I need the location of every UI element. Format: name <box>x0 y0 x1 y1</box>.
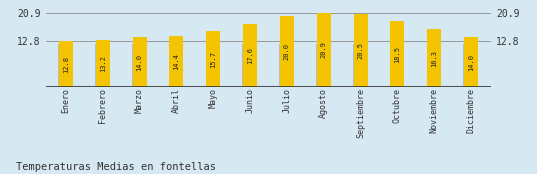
Bar <box>464 37 478 87</box>
Text: 12.8: 12.8 <box>63 56 69 73</box>
Bar <box>242 44 253 87</box>
Bar <box>317 13 331 87</box>
Bar <box>279 44 289 87</box>
Bar <box>390 44 400 87</box>
Text: 18.5: 18.5 <box>394 46 401 63</box>
Bar <box>243 24 257 87</box>
Bar <box>96 40 110 87</box>
Text: 20.5: 20.5 <box>358 42 364 59</box>
Bar <box>58 44 69 87</box>
Bar <box>206 31 220 87</box>
Text: 13.2: 13.2 <box>100 55 106 72</box>
Text: 14.0: 14.0 <box>468 54 474 71</box>
Bar <box>280 16 294 87</box>
Bar <box>427 29 441 87</box>
Bar <box>463 44 474 87</box>
Text: 20.9: 20.9 <box>321 41 326 58</box>
Text: 15.7: 15.7 <box>211 51 216 68</box>
Text: 14.4: 14.4 <box>173 53 179 70</box>
Bar <box>132 44 142 87</box>
Bar <box>95 44 105 87</box>
Bar <box>59 41 73 87</box>
Bar <box>353 14 368 87</box>
Bar <box>169 44 179 87</box>
Text: 17.6: 17.6 <box>247 47 253 64</box>
Text: 20.0: 20.0 <box>284 43 290 60</box>
Bar <box>316 44 326 87</box>
Text: 14.0: 14.0 <box>136 54 143 71</box>
Bar <box>426 44 437 87</box>
Bar <box>390 21 404 87</box>
Bar <box>169 36 184 87</box>
Bar <box>133 37 147 87</box>
Bar <box>353 44 363 87</box>
Text: 16.3: 16.3 <box>431 50 437 66</box>
Text: Temperaturas Medias en fontellas: Temperaturas Medias en fontellas <box>16 162 216 172</box>
Bar <box>206 44 216 87</box>
